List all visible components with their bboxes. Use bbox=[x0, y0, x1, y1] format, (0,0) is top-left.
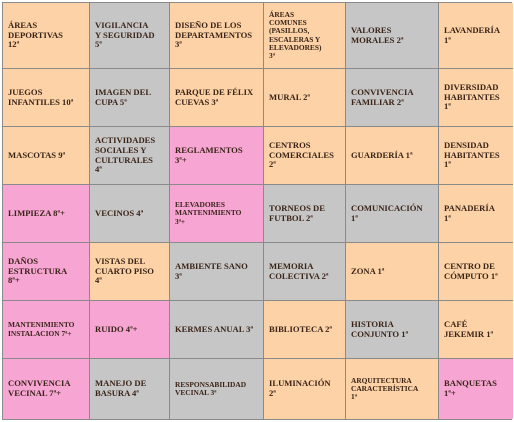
cell-text: MANTENIMIENTO INSTALACION 7ª+ bbox=[8, 320, 75, 338]
cell-text: IMAGEN DEL CUPA 5ª bbox=[95, 86, 152, 107]
cell-text: HISTORIA CONJUNTO 1ª bbox=[351, 318, 409, 339]
table-cell: ÁREAS COMUNES (PASILLOS, ESCALERAS Y ELE… bbox=[264, 3, 346, 69]
table-cell: MANEJO DE BASURA 4ª bbox=[90, 359, 170, 419]
cell-text: CONVIVENCIA VECINAL 7ª+ bbox=[8, 378, 71, 398]
cell-text: ARQUITECTURA CARACTERÍSTICA 1ª bbox=[351, 375, 419, 402]
cell-text: MEMORIA COLECTIVA 2ª bbox=[269, 260, 329, 281]
table-cell: MANTENIMIENTO INSTALACION 7ª+ bbox=[3, 301, 90, 359]
table-cell: CENTRO DE CÓMPUTO 1ª bbox=[439, 243, 513, 301]
table-cell: JUEGOS INFANTILES 10ª bbox=[3, 69, 90, 127]
table-cell: REGLAMENTOS 3ª+ bbox=[170, 127, 264, 185]
cell-text: ÁREAS COMUNES (PASILLOS, ESCALERAS Y ELE… bbox=[269, 9, 322, 61]
cell-text: VISTAS DEL CUARTO PISO 4ª bbox=[95, 256, 154, 286]
cell-text: CONVIVENCIA FAMILIAR 2ª bbox=[351, 86, 414, 107]
table-cell: MEMORIA COLECTIVA 2ª bbox=[264, 243, 346, 301]
table-cell: MASCOTAS 9ª bbox=[3, 127, 90, 185]
table-cell: GUARDERÍA 1ª bbox=[346, 127, 439, 185]
table-cell: CAFÉ JEKEMIR 1ª bbox=[439, 301, 513, 359]
cell-text: LIMPIEZA 8ª+ bbox=[8, 207, 65, 218]
table-cell: DENSIDAD HABITANTES 1ª bbox=[439, 127, 513, 185]
cell-text: ZONA 1ª bbox=[351, 265, 385, 276]
cell-text: ILUMINACIÓN 2ª bbox=[269, 378, 331, 398]
cell-text: ÁREAS DEPORTIVAS 12ª bbox=[8, 20, 63, 50]
table-cell: LIMPIEZA 8ª+ bbox=[3, 185, 90, 243]
cell-text: PANADERÍA 1ª bbox=[444, 202, 495, 223]
cell-text: LAVANDERÍA 1ª bbox=[444, 24, 501, 45]
table-cell: ZONA 1ª bbox=[346, 243, 439, 301]
cell-text: TORNEOS DE FUTBOL 2ª bbox=[269, 202, 325, 223]
table-cell: RUIDO 4ª+ bbox=[90, 301, 170, 359]
table-cell: COMUNICACIÓN 1ª bbox=[346, 185, 439, 243]
cell-text: MURAL 2ª bbox=[269, 91, 311, 102]
cell-text: GUARDERÍA 1ª bbox=[351, 149, 413, 160]
cell-text: VECINOS 4ª bbox=[95, 207, 144, 218]
cell-text: DIVERSIDAD HABITANTES 1ª bbox=[444, 82, 500, 112]
table-cell: BANQUETAS 1ª+ bbox=[439, 359, 513, 419]
cell-text: BANQUETAS 1ª+ bbox=[444, 378, 497, 398]
table-cell: VECINOS 4ª bbox=[90, 185, 170, 243]
cell-text: DENSIDAD HABITANTES 1ª bbox=[444, 140, 500, 170]
table-cell: VIGILANCIA Y SEGURIDAD 5ª bbox=[90, 3, 170, 69]
cell-text: CAFÉ JEKEMIR 1ª bbox=[444, 318, 494, 339]
cell-text: DAÑOS ESTRUCTURA 8ª+ bbox=[8, 256, 68, 286]
cell-text: VALORES MORALES 2ª bbox=[351, 24, 404, 45]
cell-text: RUIDO 4ª+ bbox=[95, 323, 138, 334]
table-cell: ACTIVIDADES SOCIALES Y CULTURALES 4ª bbox=[90, 127, 170, 185]
table-cell: LAVANDERÍA 1ª bbox=[439, 3, 513, 69]
table-cell: KERMES ANUAL 3ª bbox=[170, 301, 264, 359]
cell-text: CENTRO DE CÓMPUTO 1ª bbox=[444, 260, 498, 281]
table-cell: CENTROS COMERCIALES 2ª bbox=[264, 127, 346, 185]
table-cell: AMBIENTE SANO 3ª bbox=[170, 243, 264, 301]
cell-text: COMUNICACIÓN 1ª bbox=[351, 202, 423, 223]
table-cell: IMAGEN DEL CUPA 5ª bbox=[90, 69, 170, 127]
cell-text: BIBLIOTECA 2ª bbox=[269, 323, 332, 334]
table-cell: DISEÑO DE LOS DEPARTAMENTOS 3ª bbox=[170, 3, 264, 69]
table-cell: PARQUE DE FÉLIX CUEVAS 3ª bbox=[170, 69, 264, 127]
cell-text: KERMES ANUAL 3ª bbox=[175, 323, 254, 334]
table-cell: BIBLIOTECA 2ª bbox=[264, 301, 346, 359]
table-cell: ARQUITECTURA CARACTERÍSTICA 1ª bbox=[346, 359, 439, 419]
table-cell: HISTORIA CONJUNTO 1ª bbox=[346, 301, 439, 359]
cell-text: CENTROS COMERCIALES 2ª bbox=[269, 140, 334, 170]
table-cell: TORNEOS DE FUTBOL 2ª bbox=[264, 185, 346, 243]
table-cell: ELEVADORES MANTENIMIENTO 3ª+ bbox=[170, 185, 264, 243]
table-cell: ÁREAS DEPORTIVAS 12ª bbox=[3, 3, 90, 69]
cell-text: ELEVADORES MANTENIMIENTO 3ª+ bbox=[175, 200, 242, 226]
table-cell: RESPONSABILIDAD VECINAL 3ª bbox=[170, 359, 264, 419]
table-cell: PANADERÍA 1ª bbox=[439, 185, 513, 243]
table-cell: VISTAS DEL CUARTO PISO 4ª bbox=[90, 243, 170, 301]
cell-text: REGLAMENTOS 3ª+ bbox=[175, 144, 243, 165]
cell-text: AMBIENTE SANO 3ª bbox=[175, 260, 248, 281]
cell-text: PARQUE DE FÉLIX CUEVAS 3ª bbox=[175, 86, 254, 107]
table-cell: DAÑOS ESTRUCTURA 8ª+ bbox=[3, 243, 90, 301]
table-cell: ILUMINACIÓN 2ª bbox=[264, 359, 346, 419]
cell-text: MANEJO DE BASURA 4ª bbox=[95, 378, 147, 398]
table-cell: VALORES MORALES 2ª bbox=[346, 3, 439, 69]
table-cell: DIVERSIDAD HABITANTES 1ª bbox=[439, 69, 513, 127]
table-cell: CONVIVENCIA FAMILIAR 2ª bbox=[346, 69, 439, 127]
cell-text: ACTIVIDADES SOCIALES Y CULTURALES 4ª bbox=[95, 135, 156, 175]
cell-text: MASCOTAS 9ª bbox=[8, 149, 66, 160]
cell-text: VIGILANCIA Y SEGURIDAD 5ª bbox=[95, 20, 155, 50]
cell-text: RESPONSABILIDAD VECINAL 3ª bbox=[175, 379, 247, 397]
cell-text: DISEÑO DE LOS DEPARTAMENTOS 3ª bbox=[175, 20, 253, 50]
table-cell: CONVIVENCIA VECINAL 7ª+ bbox=[3, 359, 90, 419]
cell-text: JUEGOS INFANTILES 10ª bbox=[8, 86, 74, 107]
table-cell: MURAL 2ª bbox=[264, 69, 346, 127]
